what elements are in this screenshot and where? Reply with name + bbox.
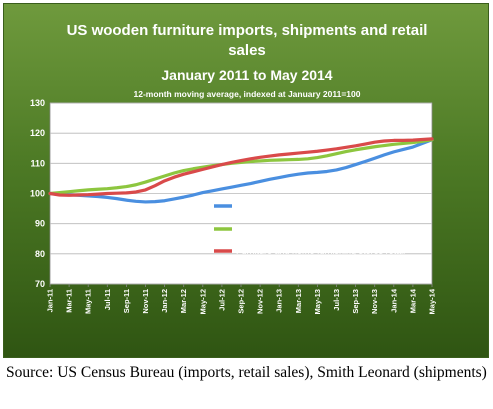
x-tick-label-May-11: May-11 bbox=[84, 289, 93, 314]
y-tick-label-110: 110 bbox=[30, 158, 45, 168]
x-tick-label-May-14: May-14 bbox=[428, 288, 437, 314]
x-tick-label-May-12: May-12 bbox=[198, 289, 207, 314]
legend-label-imports: Wooden furniture imports bbox=[236, 201, 337, 211]
chart-note: 12-month moving average, indexed at Janu… bbox=[133, 89, 361, 99]
series-line-imports bbox=[48, 138, 434, 204]
source-caption: Source: US Census Bureau (imports, retai… bbox=[6, 364, 487, 381]
x-tick-label-Jul-11: Jul-11 bbox=[103, 289, 112, 310]
x-tick-label-Nov-12: Nov-12 bbox=[256, 289, 265, 314]
x-tick-label-May-13: May-13 bbox=[313, 289, 322, 314]
series-line-shipments bbox=[48, 138, 434, 196]
y-tick-label-90: 90 bbox=[35, 219, 45, 229]
line-chart: 70 80 90 100 110 120 130 Jan-11 Mar-11 May-11 Jul-… bbox=[30, 98, 437, 314]
legend-label-shipments: Furniture shipments bbox=[236, 224, 316, 234]
x-tick-label-Jul-13: Jul-13 bbox=[332, 289, 341, 311]
y-tick-label-130: 130 bbox=[30, 98, 45, 108]
chart-subtitle: January 2011 to May 2014 bbox=[161, 67, 333, 83]
y-tick-label-120: 120 bbox=[30, 128, 45, 138]
x-tick-label-Nov-11: Nov-11 bbox=[141, 289, 150, 314]
x-tick-label-Mar-12: Mar-12 bbox=[179, 289, 188, 313]
x-tick-label-Sep-13: Sep-13 bbox=[351, 289, 360, 314]
series-line-retail bbox=[48, 137, 434, 197]
x-tick-label-Mar-13: Mar-13 bbox=[294, 289, 303, 313]
x-tick-label-Jan-12: Jan-12 bbox=[160, 289, 169, 313]
y-tick-label-100: 100 bbox=[30, 189, 45, 199]
x-tick-label-Jan-11: Jan-11 bbox=[46, 289, 55, 312]
x-tick-label-Jan-13: Jan-13 bbox=[275, 289, 284, 313]
x-tick-label-Sep-12: Sep-12 bbox=[237, 289, 246, 314]
y-tick-label-80: 80 bbox=[35, 249, 45, 259]
chart-title-line-2: sales bbox=[228, 42, 266, 59]
x-tick-label-Jan-14: Jan-14 bbox=[389, 288, 398, 313]
x-tick-label-Sep-11: Sep-11 bbox=[122, 289, 131, 313]
chart-title-line-1: US wooden furniture imports, shipments a… bbox=[66, 22, 428, 39]
x-tick-label-Mar-14: Mar-14 bbox=[408, 288, 417, 313]
y-tick-label-70: 70 bbox=[35, 279, 45, 289]
x-tick-label-Nov-13: Nov-13 bbox=[370, 289, 379, 314]
x-tick-label-Jul-12: Jul-12 bbox=[217, 289, 226, 311]
legend-label-retail: Furniture and home furnishing stores ret… bbox=[236, 246, 405, 267]
x-tick-label-Mar-11: Mar-11 bbox=[65, 289, 74, 313]
chart-panel: US wooden furniture imports, shipments a… bbox=[3, 3, 489, 358]
